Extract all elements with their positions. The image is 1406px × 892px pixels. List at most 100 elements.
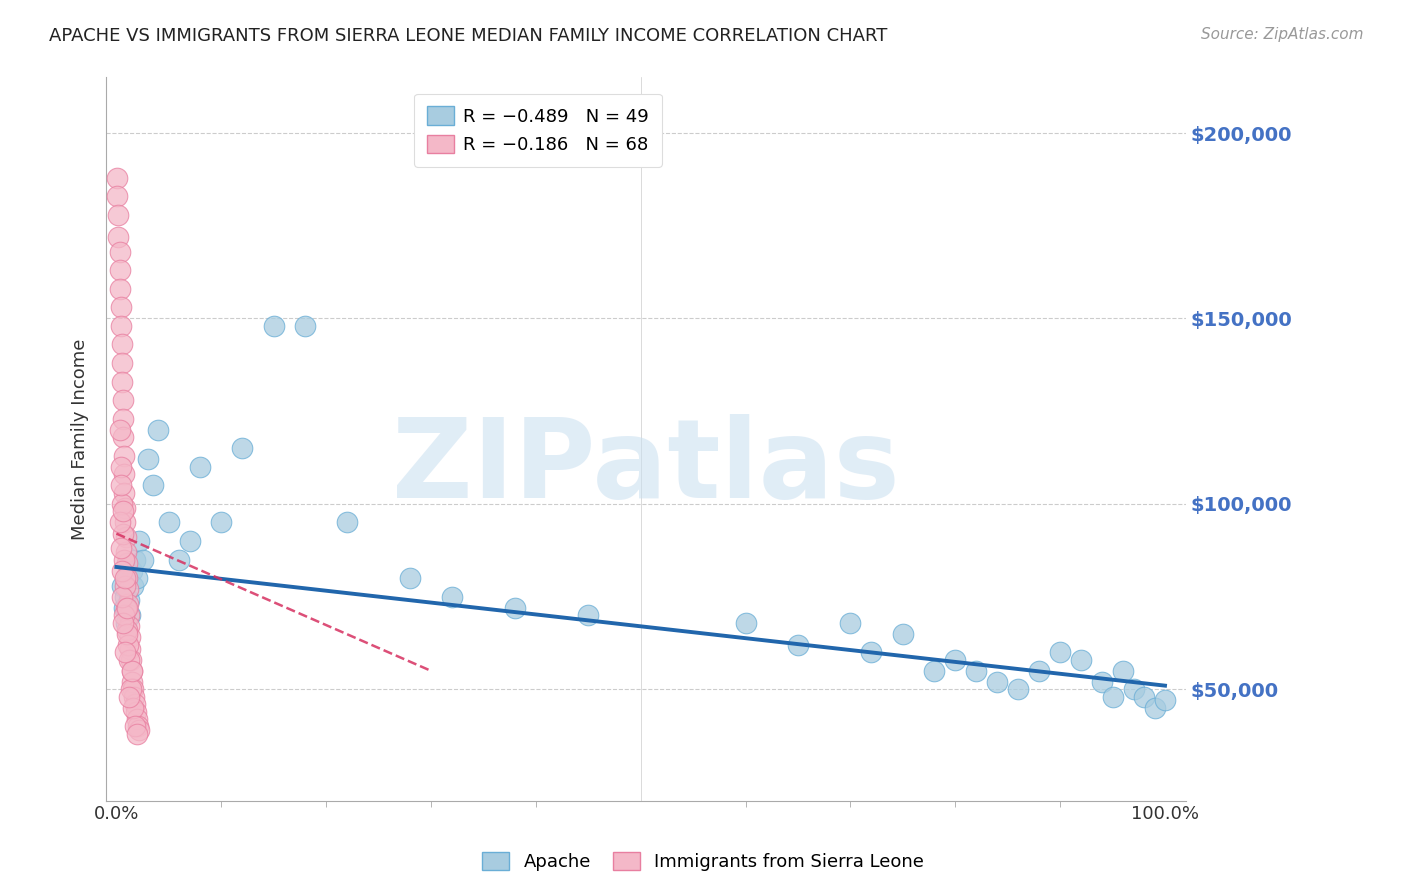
Point — [1154, 693, 1177, 707]
Point — [891, 626, 914, 640]
Point — [112, 552, 135, 566]
Point — [118, 690, 141, 704]
Point — [112, 467, 135, 482]
Point — [121, 564, 143, 578]
Point — [115, 571, 138, 585]
Point — [107, 208, 129, 222]
Point — [111, 526, 134, 541]
Legend: Apache, Immigrants from Sierra Leone: Apache, Immigrants from Sierra Leone — [475, 845, 931, 879]
Point — [121, 664, 143, 678]
Point — [127, 571, 149, 585]
Point — [112, 608, 135, 623]
Point — [110, 318, 132, 333]
Point — [124, 552, 146, 566]
Point — [860, 645, 883, 659]
Point — [336, 516, 359, 530]
Point — [115, 556, 138, 570]
Point — [169, 552, 191, 566]
Point — [179, 534, 201, 549]
Point — [111, 375, 134, 389]
Point — [117, 638, 139, 652]
Legend: R = −0.489   N = 49, R = −0.186   N = 68: R = −0.489 N = 49, R = −0.186 N = 68 — [415, 94, 661, 167]
Y-axis label: Median Family Income: Median Family Income — [72, 338, 89, 540]
Point — [111, 578, 134, 592]
Point — [148, 423, 170, 437]
Point — [108, 263, 131, 277]
Point — [120, 653, 142, 667]
Point — [114, 545, 136, 559]
Point — [122, 578, 145, 592]
Point — [114, 516, 136, 530]
Point — [114, 645, 136, 659]
Point — [114, 600, 136, 615]
Point — [115, 623, 138, 637]
Point — [294, 318, 316, 333]
Point — [112, 449, 135, 463]
Point — [121, 664, 143, 678]
Point — [209, 516, 232, 530]
Point — [1007, 682, 1029, 697]
Point — [115, 571, 138, 585]
Point — [111, 615, 134, 630]
Point — [1101, 690, 1123, 704]
Point — [440, 590, 463, 604]
Point — [136, 452, 159, 467]
Point — [120, 682, 142, 697]
Point — [127, 712, 149, 726]
Point — [263, 318, 285, 333]
Point — [1112, 664, 1135, 678]
Point — [108, 516, 131, 530]
Point — [1133, 690, 1156, 704]
Point — [118, 619, 141, 633]
Point — [111, 411, 134, 425]
Point — [118, 631, 141, 645]
Point — [114, 615, 136, 630]
Point — [124, 719, 146, 733]
Point — [188, 459, 211, 474]
Point — [115, 600, 138, 615]
Point — [1122, 682, 1144, 697]
Point — [111, 393, 134, 408]
Point — [943, 653, 966, 667]
Point — [122, 682, 145, 697]
Point — [112, 600, 135, 615]
Point — [110, 478, 132, 492]
Point — [503, 600, 526, 615]
Point — [1143, 701, 1166, 715]
Point — [1028, 664, 1050, 678]
Point — [110, 459, 132, 474]
Point — [110, 541, 132, 556]
Point — [157, 516, 180, 530]
Point — [114, 578, 136, 592]
Text: ZIPatlas: ZIPatlas — [392, 415, 900, 522]
Point — [111, 504, 134, 518]
Point — [111, 590, 134, 604]
Point — [118, 593, 141, 607]
Point — [839, 615, 862, 630]
Point — [127, 719, 149, 733]
Point — [142, 478, 165, 492]
Point — [117, 597, 139, 611]
Point — [231, 442, 253, 456]
Point — [112, 485, 135, 500]
Text: Source: ZipAtlas.com: Source: ZipAtlas.com — [1201, 27, 1364, 42]
Point — [111, 356, 134, 370]
Point — [110, 301, 132, 315]
Point — [108, 244, 131, 259]
Point — [118, 641, 141, 656]
Point — [122, 701, 145, 715]
Point — [108, 282, 131, 296]
Point — [127, 727, 149, 741]
Point — [118, 653, 141, 667]
Text: APACHE VS IMMIGRANTS FROM SIERRA LEONE MEDIAN FAMILY INCOME CORRELATION CHART: APACHE VS IMMIGRANTS FROM SIERRA LEONE M… — [49, 27, 887, 45]
Point — [121, 675, 143, 690]
Point — [122, 690, 145, 704]
Point — [118, 608, 141, 623]
Point — [117, 582, 139, 597]
Point — [118, 608, 141, 623]
Point — [787, 638, 810, 652]
Point — [986, 675, 1008, 690]
Point — [1091, 675, 1114, 690]
Point — [399, 571, 422, 585]
Point — [108, 423, 131, 437]
